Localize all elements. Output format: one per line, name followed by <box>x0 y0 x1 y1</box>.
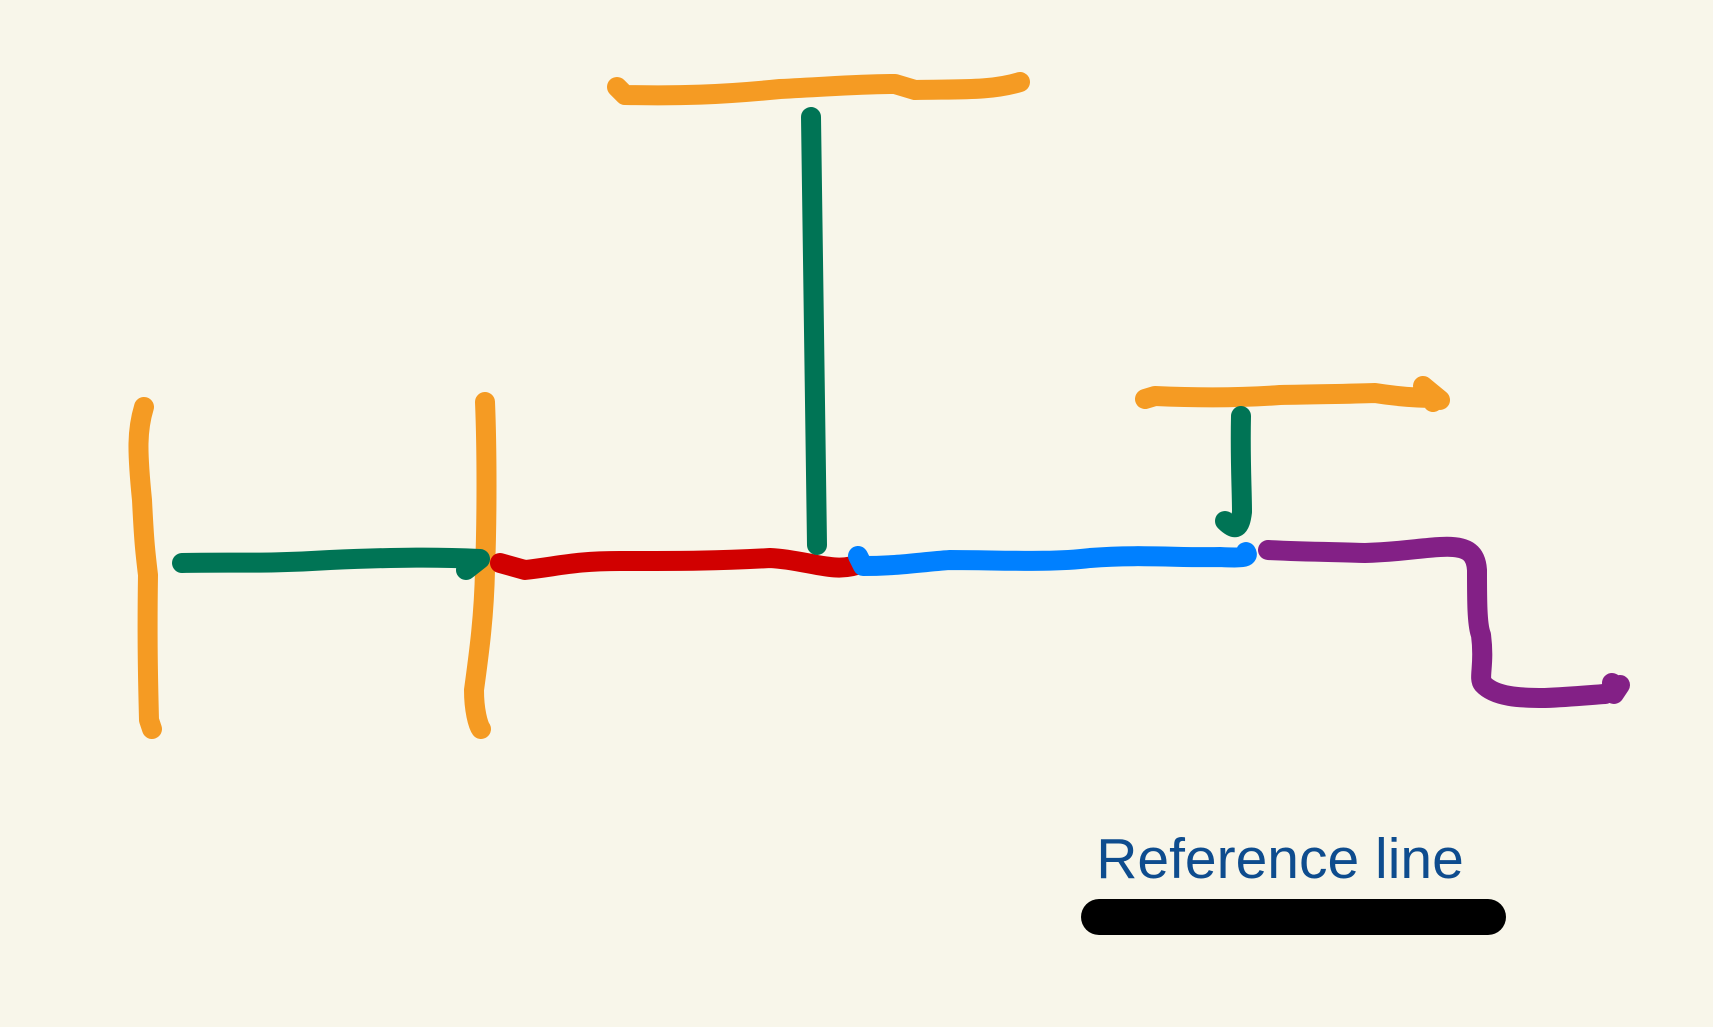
center-vertical-green-stroke <box>801 107 827 555</box>
red-horizontal-stroke <box>490 548 872 580</box>
left-vertical-orange-stroke-2 <box>464 392 497 739</box>
reference-line-label: Reference line <box>1096 827 1464 891</box>
left-vertical-orange-stroke-1 <box>128 397 162 739</box>
purple-curved-stroke <box>1258 536 1630 708</box>
blue-horizontal-stroke <box>848 542 1257 576</box>
left-horizontal-green-stroke <box>172 547 490 580</box>
right-vertical-green-stroke <box>1215 406 1252 537</box>
right-horizontal-orange-stroke <box>1135 376 1450 412</box>
top-horizontal-orange-stroke <box>607 72 1030 106</box>
